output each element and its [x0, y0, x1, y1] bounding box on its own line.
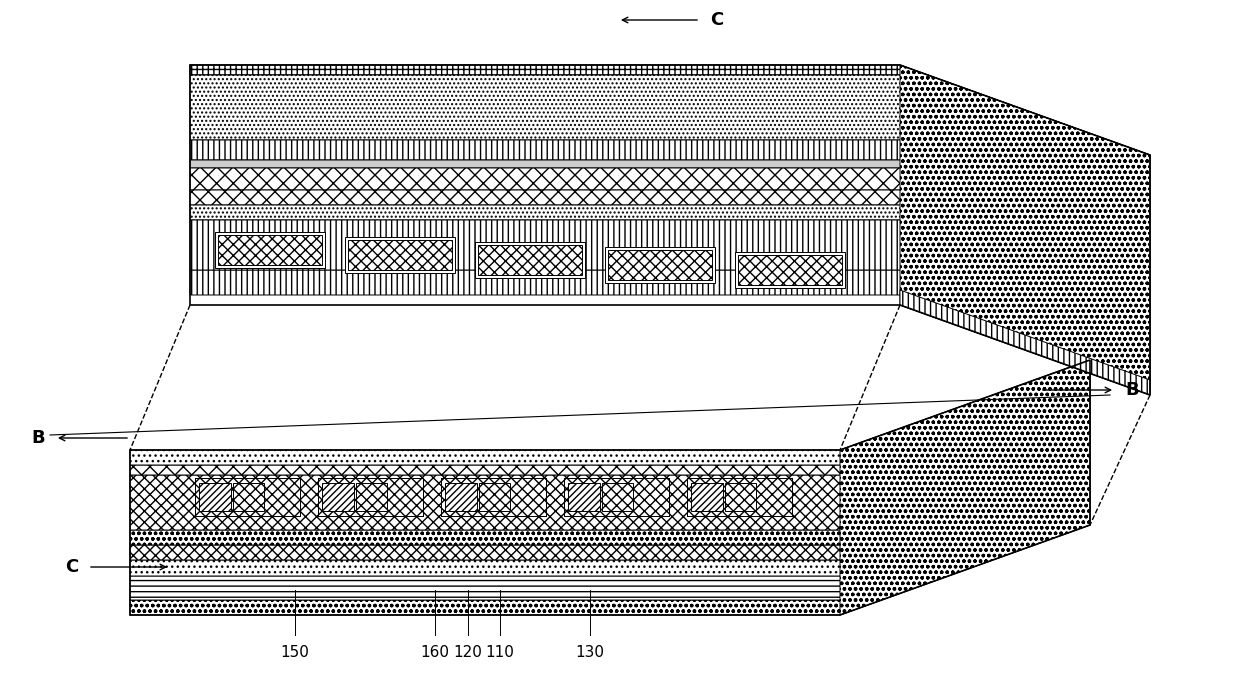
- Text: B: B: [31, 429, 45, 447]
- Text: C: C: [64, 558, 78, 576]
- Polygon shape: [840, 360, 1090, 615]
- Polygon shape: [195, 478, 300, 516]
- Polygon shape: [356, 483, 387, 511]
- Text: B: B: [1125, 381, 1139, 399]
- Polygon shape: [735, 252, 845, 288]
- Polygon shape: [608, 250, 712, 280]
- Polygon shape: [130, 375, 1090, 475]
- Polygon shape: [478, 483, 510, 511]
- Polygon shape: [344, 237, 455, 273]
- Polygon shape: [199, 483, 230, 511]
- Polygon shape: [130, 440, 1090, 545]
- Polygon shape: [190, 160, 1150, 258]
- Polygon shape: [441, 478, 546, 516]
- Polygon shape: [348, 240, 452, 270]
- Polygon shape: [725, 483, 756, 511]
- Polygon shape: [130, 385, 1090, 530]
- Polygon shape: [564, 478, 669, 516]
- Polygon shape: [190, 220, 1150, 360]
- Text: 150: 150: [280, 645, 310, 660]
- Polygon shape: [190, 270, 1150, 385]
- Polygon shape: [130, 470, 1090, 576]
- Text: C: C: [710, 11, 724, 29]
- Polygon shape: [322, 483, 353, 511]
- Text: 160: 160: [420, 645, 450, 660]
- Polygon shape: [130, 360, 1090, 465]
- Text: 130: 130: [575, 645, 605, 660]
- Text: 120: 120: [453, 645, 482, 660]
- Polygon shape: [738, 255, 843, 285]
- Polygon shape: [691, 483, 722, 511]
- Polygon shape: [686, 478, 792, 516]
- Polygon shape: [190, 140, 1150, 250]
- Polygon shape: [605, 247, 715, 283]
- Polygon shape: [900, 65, 1150, 395]
- Polygon shape: [478, 245, 582, 275]
- Polygon shape: [601, 483, 633, 511]
- Polygon shape: [190, 190, 1150, 295]
- Polygon shape: [190, 65, 1150, 230]
- Polygon shape: [190, 65, 1150, 165]
- Polygon shape: [233, 483, 264, 511]
- Polygon shape: [318, 478, 422, 516]
- Polygon shape: [216, 232, 325, 268]
- Polygon shape: [130, 486, 1090, 600]
- Text: 110: 110: [486, 645, 514, 660]
- Polygon shape: [130, 455, 1090, 560]
- Polygon shape: [190, 205, 1150, 310]
- Polygon shape: [445, 483, 477, 511]
- Polygon shape: [567, 483, 600, 511]
- Polygon shape: [900, 290, 1150, 395]
- Polygon shape: [190, 168, 1150, 280]
- Polygon shape: [475, 242, 585, 278]
- Polygon shape: [218, 235, 322, 265]
- Polygon shape: [130, 510, 1090, 615]
